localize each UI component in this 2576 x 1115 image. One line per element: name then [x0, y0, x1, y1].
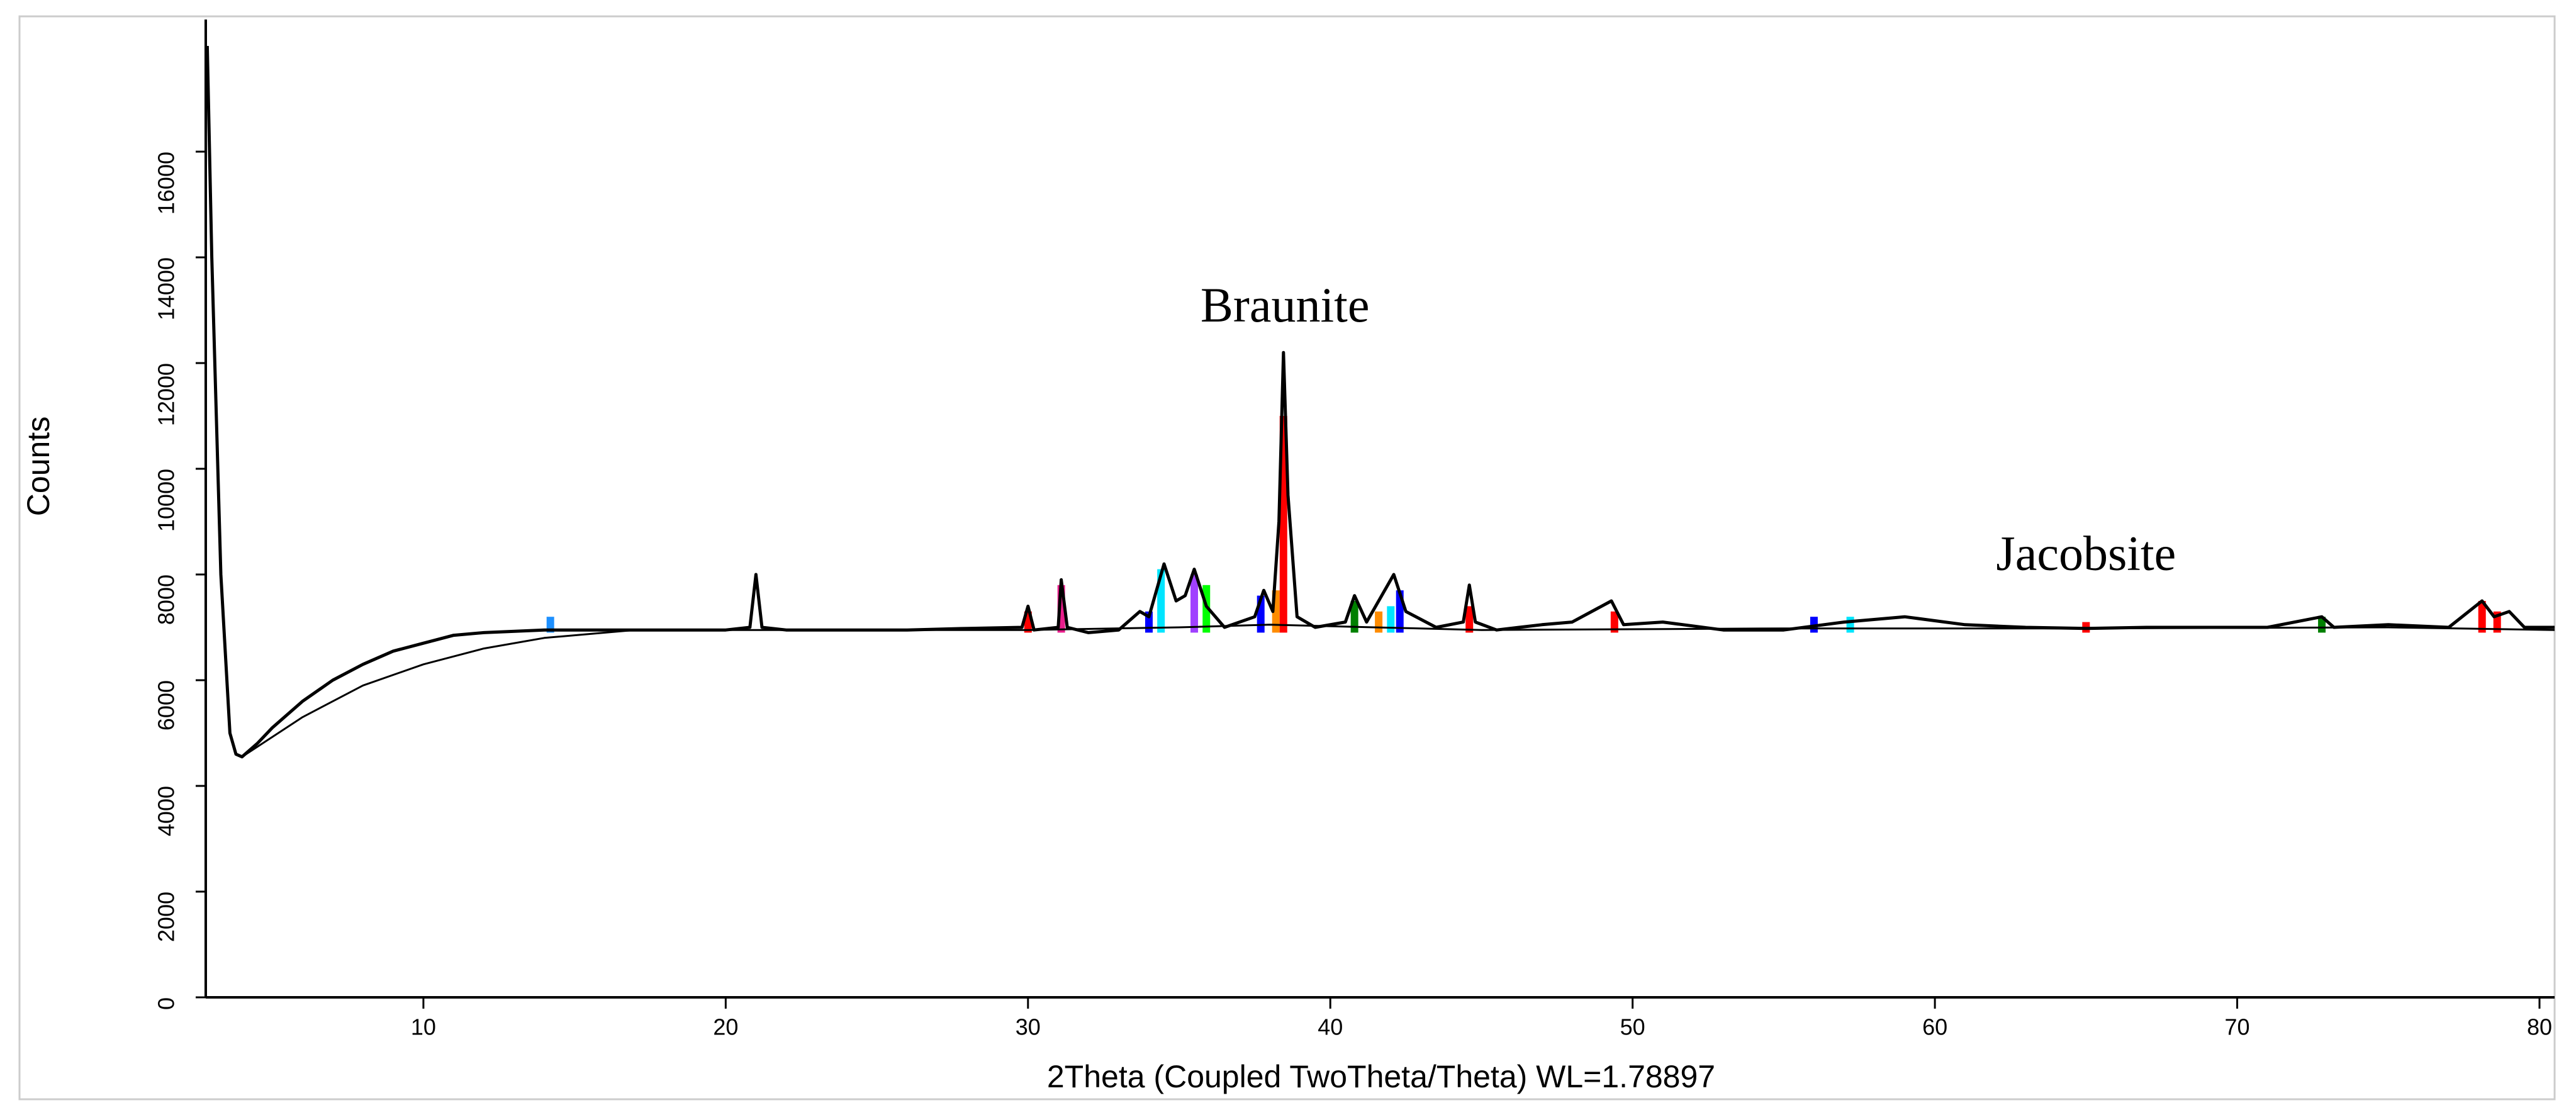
data-line [205, 45, 2555, 759]
x-tick-label: 10 [411, 1014, 436, 1040]
annotation: Jacobsite [1996, 526, 2176, 581]
y-tick-label: 0 [154, 997, 179, 1010]
peak-stick [1387, 606, 1395, 633]
peak-stick [1350, 601, 1358, 633]
x-tick-label: 60 [1922, 1014, 1947, 1040]
x-tick-label: 70 [2225, 1014, 2250, 1040]
y-axis-label: Counts [21, 417, 56, 516]
x-tick-label: 80 [2527, 1014, 2552, 1040]
x-tick-label: 40 [1318, 1014, 1343, 1040]
y-tick-label: 6000 [154, 680, 179, 731]
y-tick-label: 16000 [154, 152, 179, 215]
x-axis-label: 2Theta (Coupled TwoTheta/Theta) WL=1.788… [1047, 1059, 1715, 1094]
annotation: Braunite [1201, 277, 1370, 332]
peak-stick [1610, 611, 1618, 633]
frame [18, 15, 2556, 1101]
y-tick-label: 2000 [154, 892, 179, 942]
peak-stick [1465, 606, 1474, 633]
x-tick-label: 30 [1016, 1014, 1041, 1040]
x-tick-label: 50 [1620, 1014, 1645, 1040]
peak-stick [1190, 574, 1199, 633]
peak-stick [2318, 617, 2326, 633]
peak-stick [1846, 617, 1854, 633]
data-line [241, 624, 2555, 758]
peak-stick [2478, 601, 2486, 633]
peak-stick [1375, 611, 1383, 633]
y-tick-label: 14000 [154, 257, 179, 320]
y-tick-label: 10000 [154, 469, 179, 532]
y-tick-label: 4000 [154, 786, 179, 836]
y-tick-label: 8000 [154, 574, 179, 625]
x-tick-label: 20 [713, 1014, 738, 1040]
y-tick-label: 12000 [154, 363, 179, 426]
